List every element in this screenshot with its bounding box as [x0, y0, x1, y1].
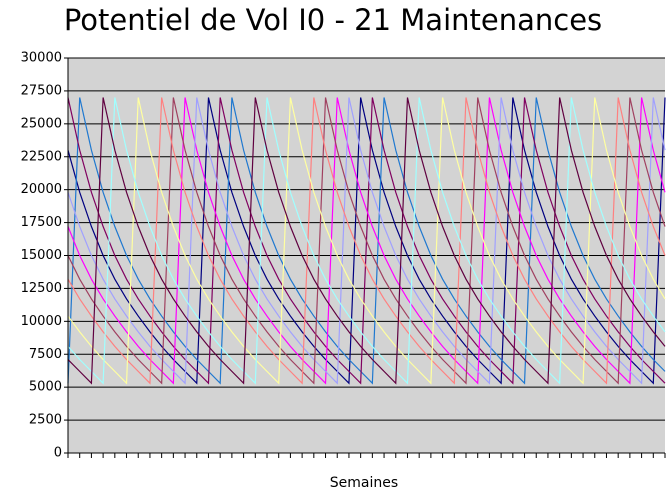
series-line: [67, 97, 666, 385]
series-line: [67, 97, 666, 385]
y-tick-label: 15000: [21, 248, 62, 263]
x-axis-label: Semaines: [330, 475, 398, 491]
series-line: [67, 97, 666, 385]
chart-title: Potentiel de Vol I0 - 21 Maintenances: [64, 3, 602, 37]
series-line: [67, 97, 666, 385]
y-tick-label: 27500: [21, 83, 62, 98]
series-line: [67, 97, 666, 385]
y-tick-label: 20000: [21, 182, 62, 197]
y-tick-label: 25000: [21, 116, 62, 131]
y-tick-label: 10000: [21, 314, 62, 329]
y-tick-label: 7500: [29, 347, 62, 362]
y-tick-label: 0: [54, 446, 62, 461]
series-line: [67, 97, 666, 385]
series-line: [67, 97, 666, 385]
series-line: [67, 97, 666, 385]
y-tick-label: 5000: [29, 380, 62, 395]
y-tick-label: 17500: [21, 215, 62, 230]
y-tick-label: 30000: [21, 51, 62, 66]
y-tick-label: 22500: [21, 149, 62, 164]
series-line: [67, 97, 666, 385]
y-tick-label: 12500: [21, 281, 62, 296]
y-tick-label: 2500: [29, 413, 62, 428]
